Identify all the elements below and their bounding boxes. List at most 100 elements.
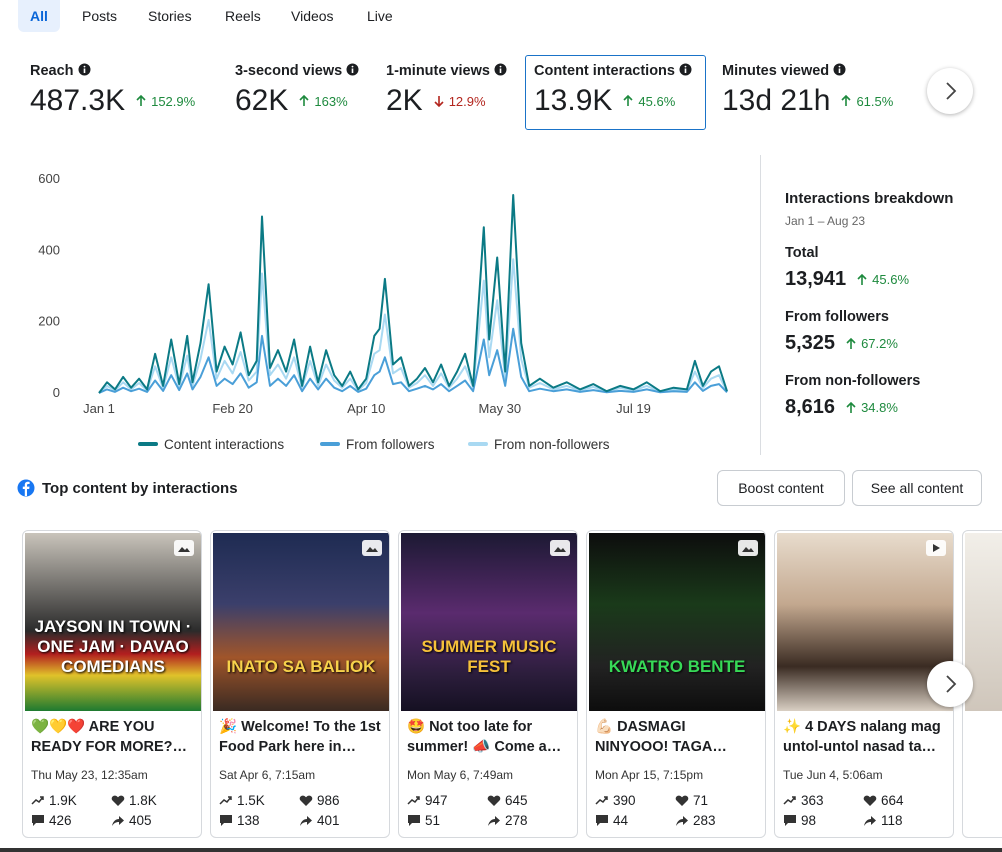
tab[interactable]: Live: [367, 8, 393, 24]
stat-glyph: [783, 796, 796, 805]
post-image: [777, 533, 953, 711]
media-bg: [550, 540, 570, 556]
info-dot: [83, 65, 85, 68]
post-stat-value: 1.5K: [237, 793, 265, 808]
legend-label: Content interactions: [164, 437, 284, 452]
metric-change: 12.9%: [448, 93, 486, 109]
post-stat: 1.5K: [219, 793, 265, 808]
metric-label[interactable]: 3-second views: [235, 63, 359, 79]
post-stat: 283: [675, 813, 716, 828]
metric-value: 487.3K: [30, 84, 126, 117]
chevron: [946, 82, 957, 100]
metric-label[interactable]: Minutes viewed: [722, 63, 846, 79]
info-icon: [679, 63, 692, 76]
metric-label[interactable]: Content interactions: [534, 63, 692, 79]
legend-label: From followers: [346, 437, 435, 452]
stat-icon: [596, 815, 608, 826]
stat-icon: [32, 815, 44, 826]
post-stat: 664: [863, 793, 904, 808]
metric-label-text: Content interactions: [534, 63, 675, 79]
post-stat-value: 645: [505, 793, 528, 808]
trend-arrow: [136, 94, 146, 106]
next-button[interactable]: [927, 68, 973, 114]
stat-icon: [676, 816, 688, 826]
stat-icon: [783, 796, 796, 805]
stat-icon: [219, 796, 232, 805]
stat-icon: [408, 815, 420, 826]
metric-selected-box: [525, 55, 706, 130]
y-tick-label: 0: [53, 385, 60, 400]
trend-arrow: [846, 401, 856, 413]
info-bar: [83, 68, 85, 73]
stat-glyph: [784, 815, 796, 826]
stat-icon: [299, 795, 313, 806]
metric-label[interactable]: Reach: [30, 63, 91, 79]
breakdown-date: Jan 1 – Aug 23: [785, 214, 866, 228]
tab[interactable]: All: [18, 0, 60, 32]
chevron-icon: [946, 675, 957, 693]
stat-icon: [300, 816, 312, 826]
trend-arrow: [846, 337, 856, 349]
post-stat-value: 71: [693, 793, 709, 808]
breakdown-row: 5,325 67.2%: [785, 332, 898, 355]
arrow-path: [857, 273, 867, 285]
info-bar: [499, 68, 502, 73]
trend-arrow: [623, 94, 633, 106]
post-stat: 138: [219, 813, 260, 828]
post-card[interactable]: INATO SA BALIOK 🎉 Welcome! To the 1st Foo…: [210, 530, 390, 838]
stat-glyph: [31, 796, 44, 805]
info-dot: [499, 65, 502, 68]
post-stat-value: 44: [613, 813, 629, 828]
chevron-icon: [946, 82, 957, 100]
post-card[interactable]: ✨ 4 DAYS nalang mag untol-untol nasad ta…: [774, 530, 954, 838]
stat-icon: [675, 795, 689, 806]
tab[interactable]: Videos: [291, 8, 334, 24]
facebook-logo: [17, 479, 35, 497]
arrow-path: [846, 337, 856, 349]
see-all-button[interactable]: See all content: [852, 470, 982, 506]
tab[interactable]: Reels: [225, 8, 261, 24]
post-stat: 51: [407, 813, 440, 828]
stat-glyph: [111, 795, 125, 806]
trend-arrow: [434, 96, 444, 108]
metric-change: 163%: [314, 93, 348, 109]
media-glyph: [178, 547, 190, 552]
trend-arrow: [857, 273, 867, 285]
breakdown-row: 13,941 45.6%: [785, 268, 909, 291]
metric-change: 152.9%: [151, 93, 196, 109]
metric-value: 13.9K: [534, 84, 613, 117]
metric-label-text: 1-minute views: [386, 63, 490, 79]
arrow-path: [623, 94, 633, 106]
post-image: JAYSON IN TOWN · ONE JAM · DAVAO COMEDIA…: [25, 533, 201, 711]
next-button[interactable]: [927, 661, 973, 707]
tab[interactable]: Posts: [82, 8, 118, 24]
post-stat-value: 278: [505, 813, 528, 828]
post-card[interactable]: SUMMER MUSIC FEST 🤩 Not too late for summ…: [398, 530, 578, 838]
post-image: KWATRO BENTE: [589, 533, 765, 711]
stat-icon: [487, 795, 501, 806]
breakdown-row: 8,616 34.8%: [785, 396, 898, 419]
breakdown-change: 45.6%: [872, 272, 910, 287]
info-bar: [351, 68, 354, 73]
info-dot: [684, 65, 687, 68]
metric-row: 487.3K 152.9%: [30, 84, 195, 118]
post-card[interactable]: KWATRO BENTE 💪🏻 DASMAGI NINYOOO! TAGA… Mon…: [586, 530, 766, 838]
series-line: [98, 194, 728, 394]
metric-label[interactable]: 1-minute views: [386, 63, 507, 79]
media-type-icon: [738, 540, 758, 556]
post-date: Sat Apr 6, 7:15am: [219, 768, 316, 782]
post-stat-value: 283: [693, 813, 716, 828]
info-dot: [838, 65, 841, 68]
post-caption: ✨ 4 DAYS nalang mag untol-untol nasad ta…: [783, 719, 941, 755]
boost-button[interactable]: Boost content: [717, 470, 845, 506]
info-bar: [684, 68, 687, 73]
post-stat-value: 405: [129, 813, 152, 828]
tab[interactable]: Stories: [148, 8, 192, 24]
stat-glyph: [596, 815, 608, 826]
post-stat: 986: [299, 793, 340, 808]
post-card[interactable]: JAYSON IN TOWN · ONE JAM · DAVAO COMEDIA…: [22, 530, 202, 838]
metric-label-text: Reach: [30, 63, 74, 79]
post-stat-value: 426: [49, 813, 72, 828]
metric-row: 13d 21h 61.5%: [722, 84, 893, 118]
